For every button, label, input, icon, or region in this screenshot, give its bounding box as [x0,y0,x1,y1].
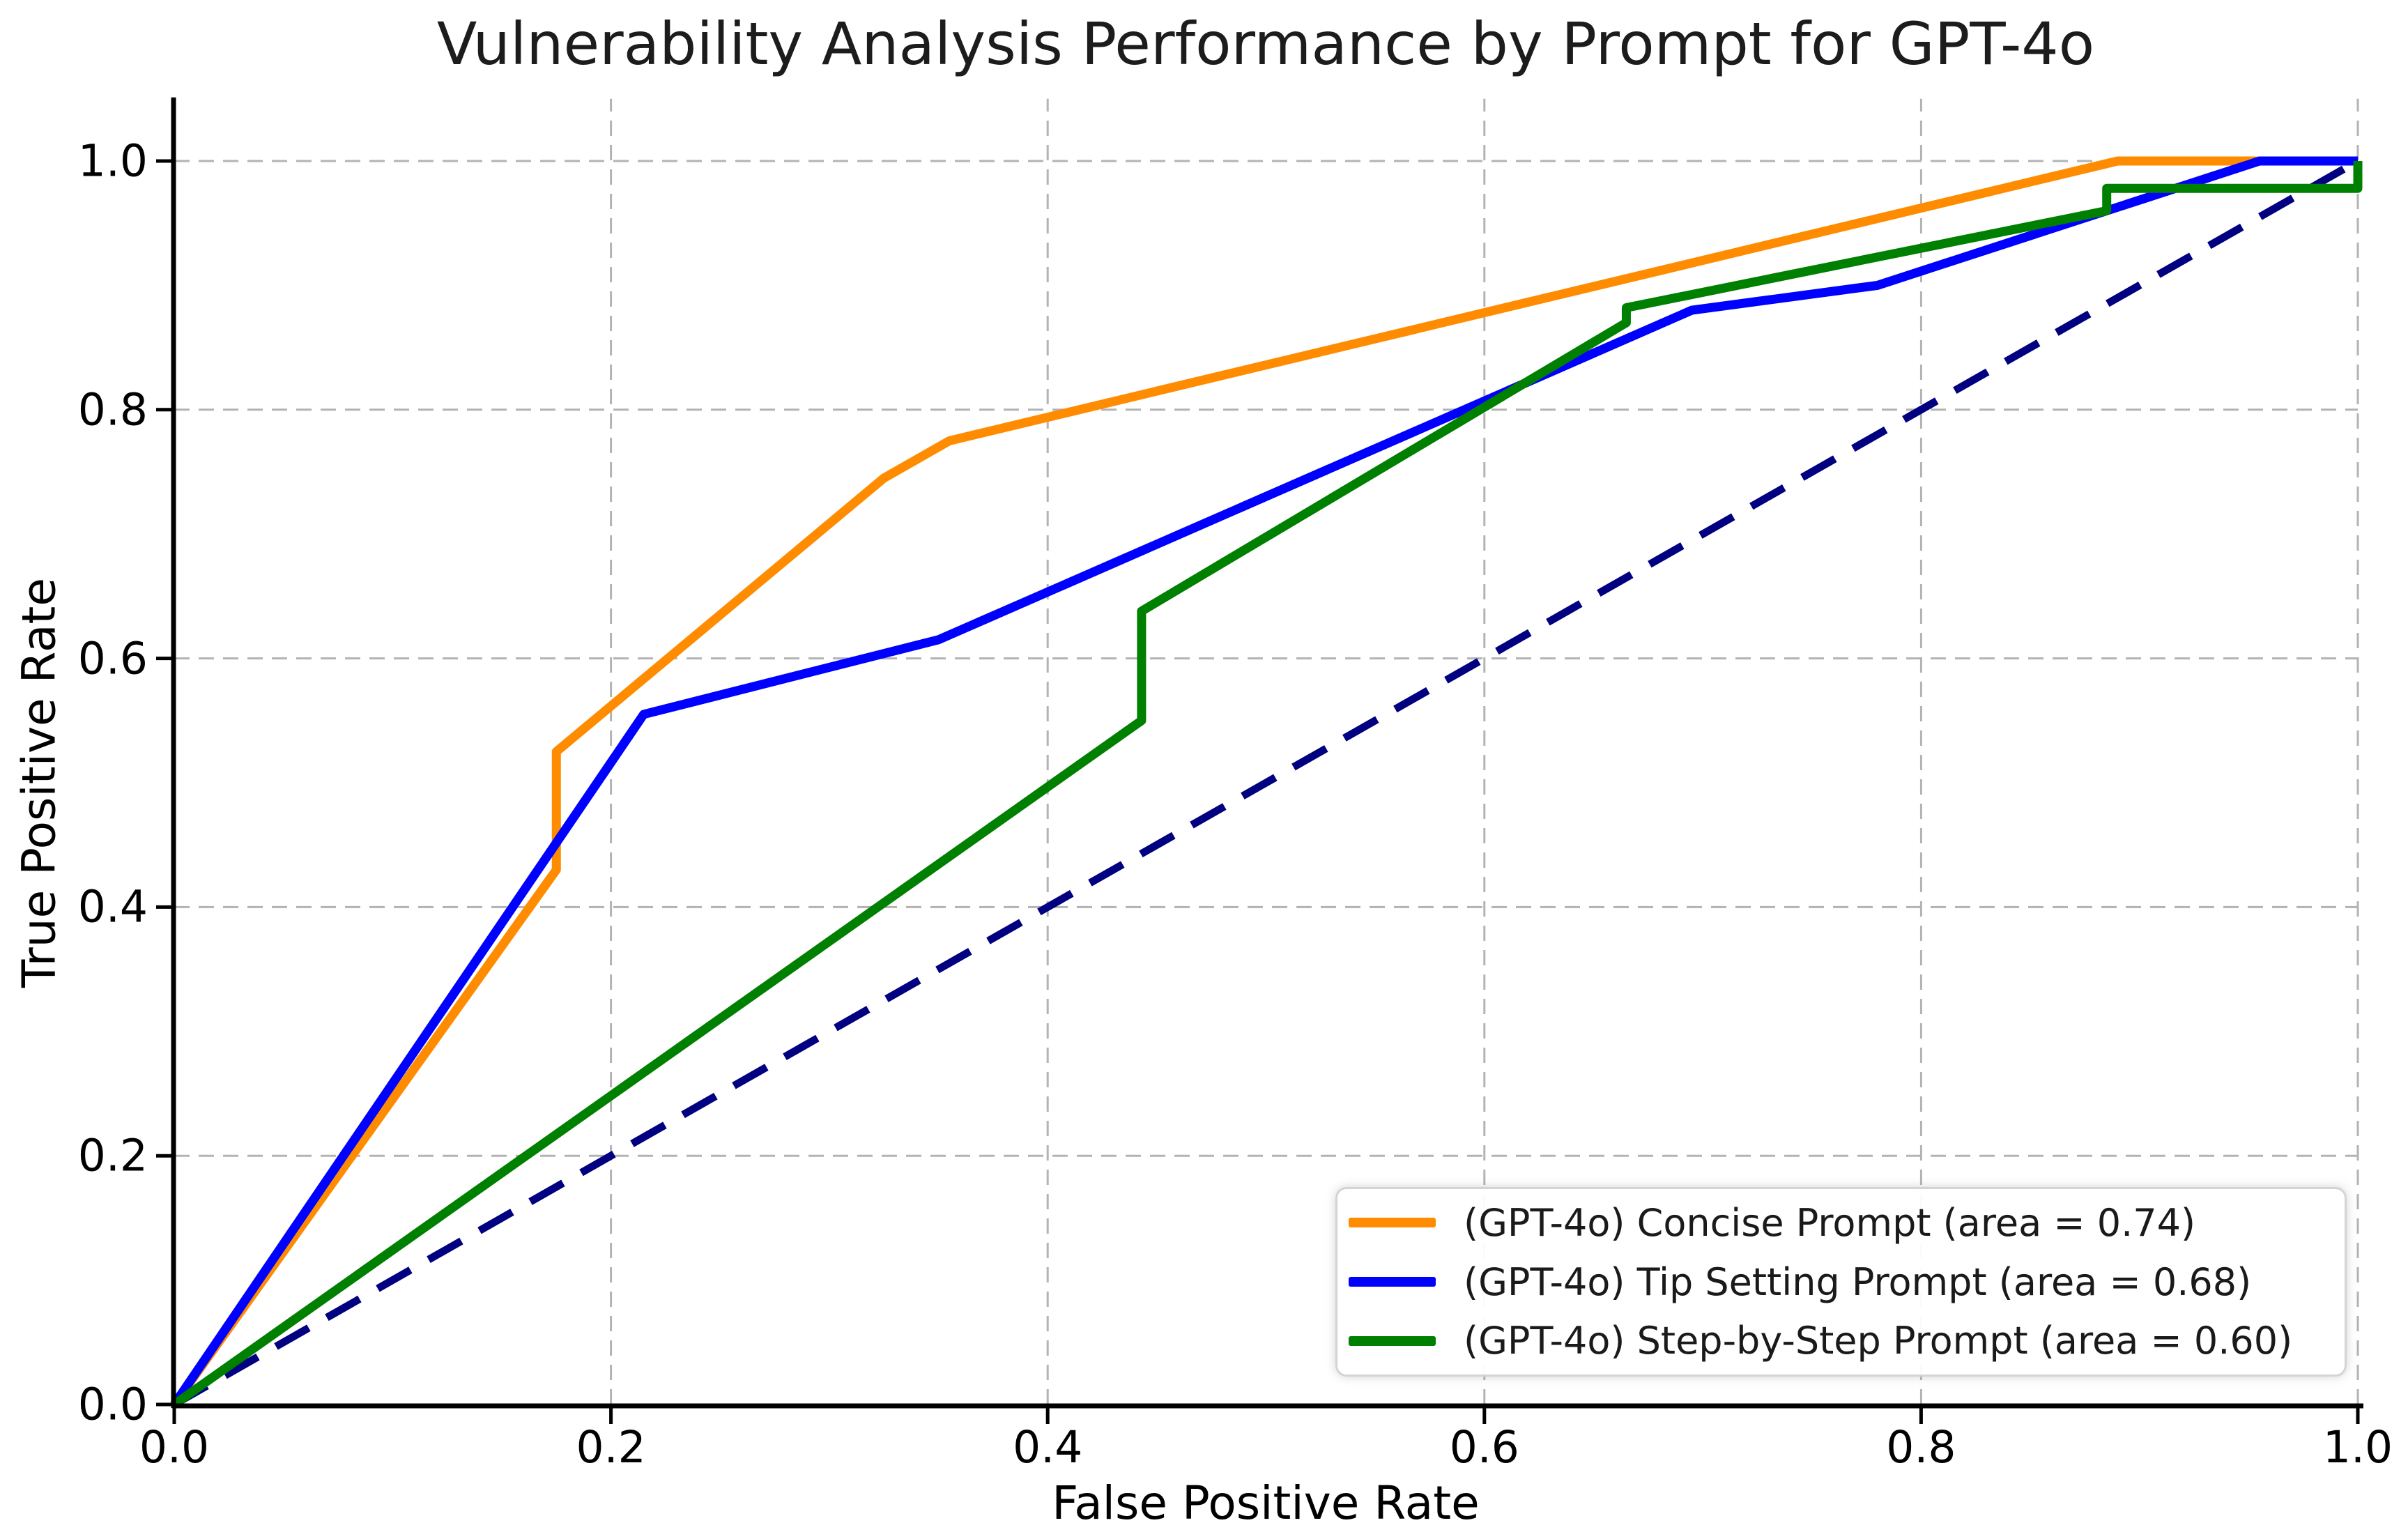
y-tick-label: 0.8 [77,384,148,436]
legend: (GPT-4o) Concise Prompt (area = 0.74) (GP… [1335,1187,2347,1377]
legend-item-label: (GPT-4o) Tip Setting Prompt (area = 0.68… [1464,1259,2252,1304]
legend-item-concise-prompt: (GPT-4o) Concise Prompt (area = 0.74) [1337,1193,2345,1253]
y-axis-label: True Positive Rate [12,578,66,988]
x-tick-label: 0.4 [1013,1422,1083,1473]
y-tick-label: 1.0 [77,135,148,187]
legend-swatch-concise-prompt [1349,1218,1436,1228]
x-tick-label: 0.2 [576,1422,646,1473]
legend-item-label: (GPT-4o) Concise Prompt (area = 0.74) [1464,1200,2196,1245]
x-tick-label: 0.0 [139,1422,210,1473]
x-tick-label: 1.0 [2322,1422,2393,1473]
chart-title: Vulnerability Analysis Performance by Pr… [436,10,2095,78]
roc-curves [170,156,2363,1409]
roc-curve-step-by-step-prompt [171,161,2363,1409]
legend-item-tip-setting-prompt: (GPT-4o) Tip Setting Prompt (area = 0.68… [1337,1253,2345,1312]
roc-curve-concise-prompt [170,156,2358,1407]
legend-swatch-tip-setting-prompt [1349,1277,1436,1287]
x-axis-label: False Positive Rate [1052,1476,1480,1530]
y-tick-label: 0.0 [77,1379,148,1430]
legend-item-step-by-step-prompt: (GPT-4o) Step-by-Step Prompt (area = 0.6… [1337,1311,2345,1370]
y-tick-label: 0.6 [77,633,148,684]
y-tick-label: 0.2 [77,1130,148,1181]
legend-swatch-step-by-step-prompt [1349,1335,1436,1346]
axes-spines-and-ticks [156,97,2363,1424]
y-tick-label: 0.4 [77,881,148,933]
x-tick-label: 0.6 [1449,1422,1519,1473]
legend-item-label: (GPT-4o) Step-by-Step Prompt (area = 0.6… [1464,1319,2293,1363]
chance-diagonal-line [172,158,2360,1408]
roc-curve-tip-setting-prompt [170,156,2358,1407]
chance-diagonal [172,158,2360,1408]
x-tick-label: 0.8 [1886,1422,1956,1473]
